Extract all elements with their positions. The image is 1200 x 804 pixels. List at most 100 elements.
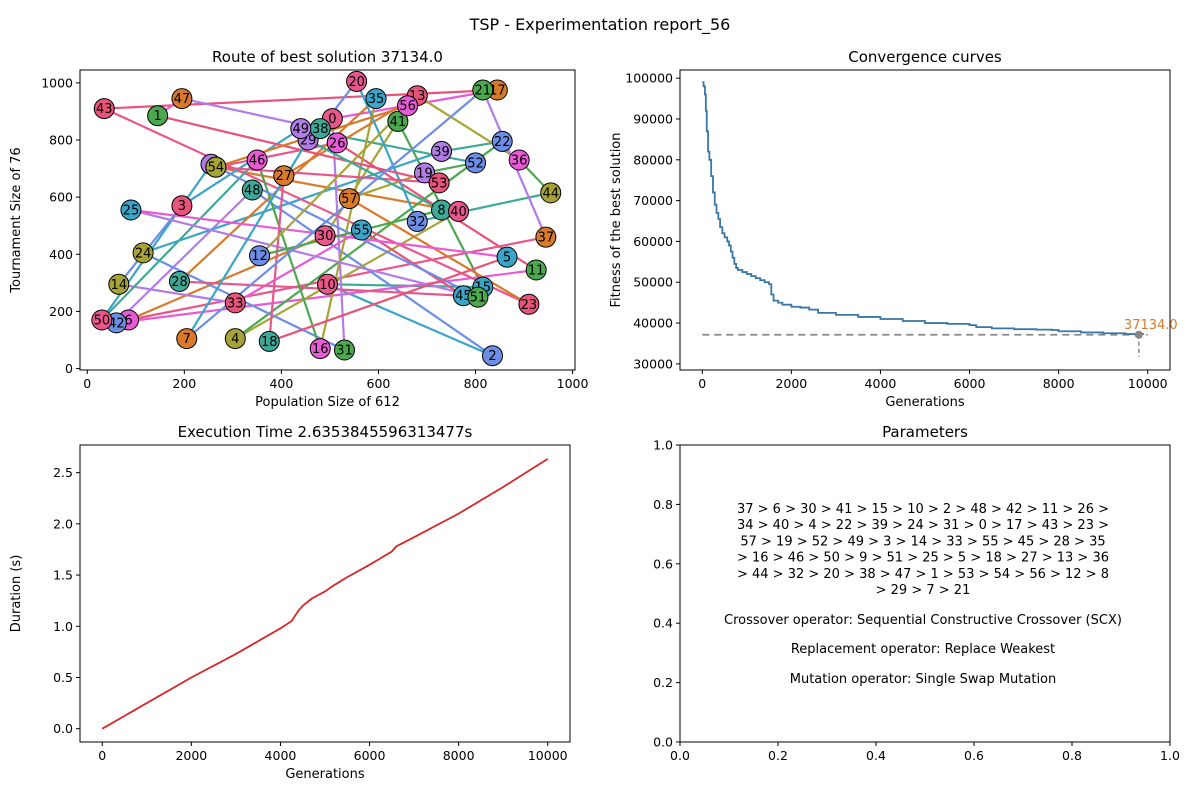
x-tick-label: 6000 [954, 376, 986, 391]
execution-time-plot: Execution Time 2.6353845596313477s Genera… [9, 423, 571, 782]
city-label: 20 [348, 75, 365, 90]
x-tick-label: 0 [83, 376, 91, 391]
city-marker [518, 293, 540, 315]
city-label: 47 [174, 92, 191, 107]
city-marker [414, 162, 436, 184]
city-marker [249, 245, 271, 267]
city-label: 11 [528, 264, 545, 279]
x-tick-label: 0.6 [964, 748, 984, 763]
y-tick-label: 0.4 [653, 616, 673, 631]
x-tick-label: 8000 [443, 748, 475, 763]
city-label: 55 [353, 224, 370, 239]
x-tick-label: 4000 [265, 748, 297, 763]
x-axis-label: Generations [885, 395, 965, 410]
duration-curve [101, 458, 549, 730]
route-order-line: 57 > 19 > 52 > 49 > 3 > 14 > 33 > 55 > 4… [740, 534, 1105, 549]
city-marker [525, 259, 547, 281]
x-tick-label: 0 [698, 376, 706, 391]
city-marker [326, 132, 348, 154]
city-label: 31 [336, 344, 353, 359]
y-tick-label: 1.0 [653, 438, 673, 453]
city-marker [224, 292, 246, 314]
route-segment [215, 166, 440, 184]
city-marker [224, 328, 246, 350]
city-marker [314, 225, 336, 247]
mutation-operator-text: Mutation operator: Single Swap Mutation [790, 672, 1057, 687]
y-tick-label: 100000 [625, 71, 673, 86]
y-tick-label: 400 [49, 247, 73, 262]
y-tick-label: 30000 [633, 356, 673, 371]
city-marker [168, 270, 190, 292]
route-segment [117, 205, 183, 285]
y-tick-label: 0.0 [53, 721, 73, 736]
route-segment [355, 80, 419, 222]
city-marker [205, 156, 227, 178]
city-marker [171, 195, 193, 217]
y-tick-label: 0.8 [653, 497, 673, 512]
city-marker [365, 88, 387, 110]
route-segment [234, 210, 460, 340]
route-segment [234, 229, 363, 304]
city-label: 30 [317, 229, 334, 244]
city-marker [258, 330, 280, 352]
convergence-plot: Convergence curves Generations Fitness of … [609, 48, 1178, 410]
city-marker [132, 242, 154, 264]
best-value-annotation: 37134.0 [1124, 318, 1178, 333]
city-label: 25 [123, 204, 140, 219]
city-marker [176, 328, 198, 350]
axes-frame [679, 444, 1171, 743]
city-label: 45 [455, 289, 472, 304]
city-marker [508, 149, 530, 171]
city-marker [346, 70, 368, 92]
city-marker [290, 118, 312, 140]
y-tick-label: 2.5 [53, 465, 73, 480]
city-marker [387, 110, 409, 132]
city-marker [93, 98, 115, 120]
parameters-panel: Parameters 0.0 0.2 0.4 0.6 0.8 1.0 0.0 0.2 0.4 0.6… [653, 423, 1180, 763]
city-label: 5 [503, 251, 511, 266]
route-segment [142, 150, 442, 254]
route-order-line: > 16 > 46 > 50 > 9 > 51 > 25 > 5 > 18 > … [737, 551, 1109, 566]
route-order-line: > 29 > 7 > 21 [876, 583, 971, 598]
city-label: 23 [521, 298, 538, 313]
city-label: 39 [433, 145, 450, 160]
city-label: 57 [341, 192, 358, 207]
city-marker [431, 140, 453, 162]
replacement-operator-text: Replacement operator: Replace Weakest [791, 642, 1055, 657]
city-label: 53 [431, 176, 448, 191]
city-marker [472, 79, 494, 101]
city-marker [350, 219, 372, 241]
y-axis-label: Tournament Size of 76 [9, 147, 24, 293]
route-segment [116, 268, 537, 324]
city-label: 21 [475, 84, 492, 99]
city-marker [171, 88, 193, 110]
y-tick-label: 0.0 [653, 735, 673, 750]
figure-suptitle: TSP - Experimentation report_56 [469, 15, 731, 35]
y-tick-label: 1000 [41, 75, 73, 90]
city-marker [273, 165, 295, 187]
city-marker [120, 199, 142, 221]
city-label: 10 [319, 278, 336, 293]
y-tick-label: 1.0 [53, 619, 73, 634]
axes-frame [79, 444, 571, 743]
city-marker [448, 200, 470, 222]
city-label: 19 [416, 166, 433, 181]
x-tick-label: 2000 [775, 376, 807, 391]
x-tick-label: 1.0 [1160, 748, 1180, 763]
city-marker [535, 226, 557, 248]
route-segment [348, 197, 530, 306]
city-label: 46 [249, 154, 266, 169]
convergence-curve [702, 81, 1145, 335]
city-marker [540, 182, 562, 204]
x-tick-label: 6000 [354, 748, 386, 763]
route-order-line: 37 > 6 > 30 > 41 > 15 > 10 > 2 > 48 > 42… [737, 502, 1109, 517]
city-label: 50 [94, 314, 111, 329]
city-label: 35 [368, 92, 385, 107]
city-label: 56 [399, 99, 416, 114]
x-tick-label: 2000 [175, 748, 207, 763]
y-tick-label: 2.0 [53, 516, 73, 531]
y-tick-label: 80000 [633, 152, 673, 167]
city-marker [491, 130, 513, 152]
